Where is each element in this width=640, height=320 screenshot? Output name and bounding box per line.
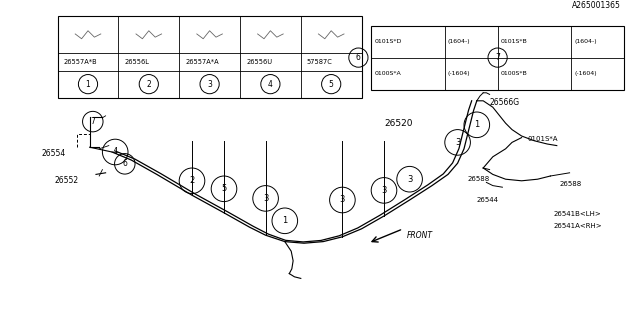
Text: A265001365: A265001365 xyxy=(572,1,621,10)
Text: 26541A<RH>: 26541A<RH> xyxy=(554,223,602,228)
Text: 0101S*B: 0101S*B xyxy=(500,39,527,44)
Text: 26554: 26554 xyxy=(42,149,66,158)
Text: 0101S*A: 0101S*A xyxy=(528,136,559,142)
Text: (-1604): (-1604) xyxy=(574,71,596,76)
Text: 26557A*A: 26557A*A xyxy=(186,59,219,65)
Text: 26520: 26520 xyxy=(384,119,413,128)
Text: 2: 2 xyxy=(189,176,195,185)
Text: 3: 3 xyxy=(381,186,387,195)
Text: 5: 5 xyxy=(221,184,227,193)
Text: 3: 3 xyxy=(407,175,412,184)
Text: 0101S*D: 0101S*D xyxy=(374,39,402,44)
Text: 26541B<LH>: 26541B<LH> xyxy=(554,212,602,217)
Text: 6: 6 xyxy=(356,53,361,62)
Text: 26556U: 26556U xyxy=(246,59,272,65)
Text: 26588: 26588 xyxy=(560,181,582,187)
Text: 4: 4 xyxy=(268,80,273,89)
Text: 26588: 26588 xyxy=(467,176,490,182)
Text: 3: 3 xyxy=(207,80,212,89)
Text: 3: 3 xyxy=(263,194,268,203)
Text: 26552: 26552 xyxy=(54,176,79,185)
Text: (1604-): (1604-) xyxy=(448,39,470,44)
Text: 26556L: 26556L xyxy=(124,59,149,65)
Text: 0100S*A: 0100S*A xyxy=(374,71,401,76)
Text: 1: 1 xyxy=(474,120,479,129)
Text: 4: 4 xyxy=(113,148,118,156)
Text: (1604-): (1604-) xyxy=(574,39,596,44)
Text: 6: 6 xyxy=(122,159,127,168)
Text: 1: 1 xyxy=(282,216,287,225)
Text: 2: 2 xyxy=(147,80,151,89)
Text: 7: 7 xyxy=(495,53,500,62)
Text: 0100S*B: 0100S*B xyxy=(500,71,527,76)
Text: 26544: 26544 xyxy=(477,197,499,203)
Text: 1: 1 xyxy=(86,80,90,89)
Bar xyxy=(58,16,362,98)
Text: 3: 3 xyxy=(340,196,345,204)
Text: 57587C: 57587C xyxy=(307,59,333,65)
Text: 3: 3 xyxy=(455,138,460,147)
Text: 26566G: 26566G xyxy=(490,98,520,107)
Text: 5: 5 xyxy=(329,80,333,89)
Bar xyxy=(371,26,624,90)
Text: (-1604): (-1604) xyxy=(448,71,470,76)
Text: FRONT: FRONT xyxy=(406,231,433,240)
Text: 26557A*B: 26557A*B xyxy=(64,59,97,65)
Text: 7: 7 xyxy=(90,117,95,126)
